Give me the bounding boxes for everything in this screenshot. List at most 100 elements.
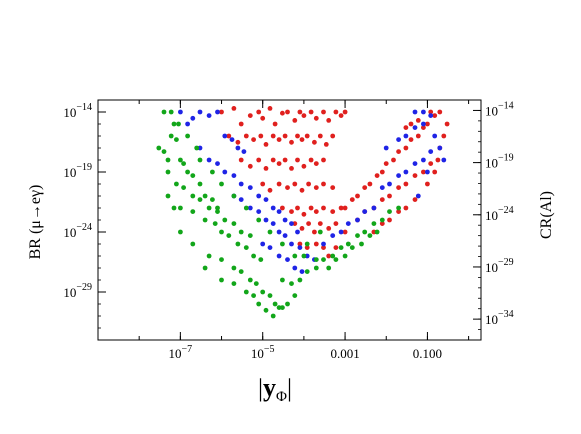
scatter-point-series-2: [215, 205, 220, 211]
scatter-point-series-0: [432, 113, 438, 118]
scatter-point-series-2: [181, 185, 187, 191]
scatter-point-series-2: [267, 293, 273, 298]
scatter-point-series-1: [412, 125, 418, 130]
scatter-point-series-0: [403, 125, 409, 130]
scatter-point-series-2: [292, 253, 298, 259]
scatter-point-series-1: [276, 209, 282, 215]
scatter-point-series-1: [222, 169, 228, 175]
scatter-point-series-1: [345, 221, 351, 227]
scatter-point-series-1: [282, 217, 288, 223]
scatter-point-series-2: [263, 307, 269, 313]
scatter-point-series-2: [304, 241, 310, 247]
scatter-point-series-2: [251, 293, 256, 298]
scatter-point-series-0: [312, 229, 317, 235]
scatter-point-series-2: [176, 121, 181, 127]
scatter-point-series-0: [403, 181, 409, 187]
x-tick-label: 10−7: [169, 344, 193, 361]
scatter-point-series-2: [190, 209, 196, 215]
scatter-point-series-1: [412, 109, 418, 115]
scatter-point-series-0: [270, 157, 276, 163]
scatter-point-series-1: [297, 245, 303, 251]
scatter-point-series-0: [272, 121, 278, 127]
scatter-point-series-2: [253, 281, 259, 286]
scatter-point-series-2: [210, 169, 215, 175]
scatter-point-series-2: [379, 217, 385, 223]
scatter-point-series-2: [197, 157, 203, 163]
scatter-point-series-1: [396, 173, 401, 179]
scatter-point-series-2: [231, 265, 237, 271]
scatter-point-series-1: [206, 157, 212, 163]
scatter-point-series-0: [256, 109, 262, 115]
scatter-point-series-0: [333, 109, 339, 115]
scatter-point-series-1: [403, 133, 409, 139]
scatter-point-series-2: [181, 161, 187, 167]
scatter-point-series-2: [371, 221, 377, 227]
scatter-point-series-2: [165, 193, 171, 199]
scatter-point-series-1: [428, 113, 434, 118]
scatter-point-series-1: [403, 169, 409, 175]
scatter-point-series-1: [379, 185, 385, 191]
scatter-point-series-2: [256, 301, 262, 307]
scatter-point-series-2: [174, 181, 179, 187]
scatter-point-series-1: [321, 241, 326, 247]
scatter-point-series-2: [171, 121, 177, 127]
scatter-point-series-0: [437, 109, 443, 115]
scatter-point-series-0: [396, 185, 401, 191]
scatter-point-series-2: [362, 229, 368, 235]
scatter-point-series-2: [161, 149, 167, 155]
scatter-point-series-2: [235, 241, 241, 247]
scatter-point-series-0: [313, 185, 319, 191]
scatter-point-series-0: [304, 245, 310, 251]
scatter-point-series-0: [425, 121, 430, 127]
scatter-point-series-0: [299, 137, 305, 143]
scatter-point-series-0: [403, 145, 409, 151]
scatter-point-series-0: [317, 221, 323, 227]
scatter-point-series-2: [202, 265, 208, 271]
scatter-point-series-1: [396, 137, 401, 143]
scatter-point-series-0: [292, 118, 298, 123]
scatter-point-series-2: [202, 217, 208, 223]
scatter-point-series-0: [408, 121, 414, 127]
scatter-point-series-2: [258, 257, 264, 262]
scatter-point-series-2: [251, 253, 256, 259]
scatter-point-series-2: [231, 281, 237, 286]
scatter-point-series-0: [383, 161, 389, 167]
scatter-point-series-2: [161, 109, 167, 115]
scatter-point-series-2: [197, 181, 203, 187]
scatter-point-series-1: [295, 229, 300, 235]
scatter-point-series-1: [185, 121, 191, 127]
scatter-point-series-0: [267, 106, 273, 111]
scatter-point-series-0: [321, 205, 326, 211]
scatter-point-series-0: [260, 181, 266, 187]
scatter-point-series-0: [326, 253, 332, 259]
scatter-point-series-0: [297, 109, 303, 115]
scatter-point-series-0: [260, 115, 266, 121]
scatter-point-series-0: [299, 226, 305, 231]
scatter-point-series-0: [367, 181, 373, 187]
scatter-point-series-0: [276, 181, 282, 187]
scatter-point-series-0: [256, 157, 262, 163]
scatter-point-series-0: [321, 181, 326, 187]
scatter-point-series-1: [241, 149, 247, 155]
scatter-point-series-2: [247, 233, 253, 239]
scatter-point-series-2: [276, 305, 282, 310]
scatter-point-series-2: [260, 289, 266, 295]
scatter-point-series-2: [231, 193, 237, 199]
scatter-point-series-2: [297, 277, 303, 283]
scatter-point-series-2: [270, 313, 276, 319]
scatter-point-series-1: [256, 193, 262, 199]
scatter-point-series-0: [292, 221, 298, 227]
scatter-point-series-0: [330, 185, 336, 191]
scatter-point-series-2: [219, 229, 224, 235]
scatter-point-series-1: [222, 133, 228, 139]
scatter-point-series-0: [313, 161, 319, 167]
scatter-point-series-1: [289, 241, 294, 247]
scatter-point-series-0: [379, 221, 385, 227]
scatter-point-series-0: [330, 133, 336, 139]
scatter-point-series-0: [285, 109, 290, 115]
scatter-point-series-1: [304, 253, 310, 259]
scatter-point-series-0: [387, 193, 392, 199]
scatter-point-series-0: [321, 109, 326, 115]
scatter-point-series-2: [231, 221, 237, 227]
